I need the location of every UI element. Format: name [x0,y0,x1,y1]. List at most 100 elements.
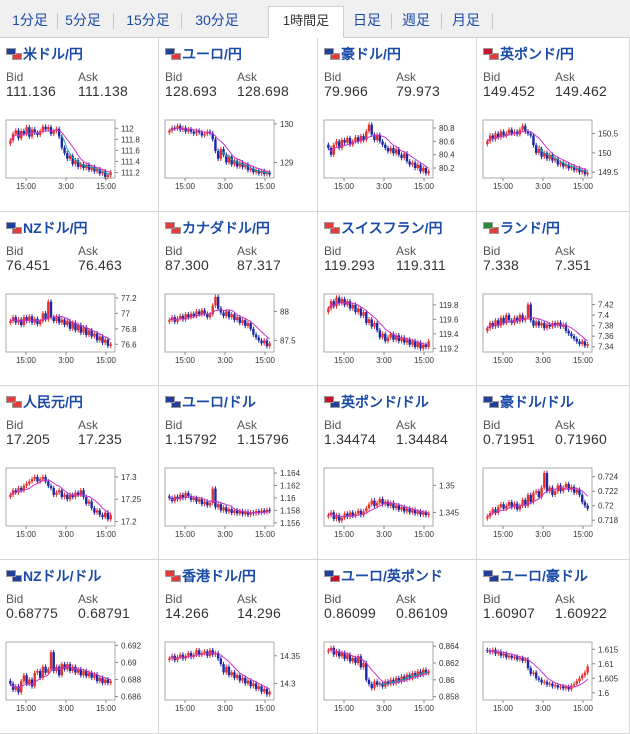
candle-body [44,313,47,320]
candle-body [343,140,346,143]
price-chart[interactable]: 14.35 14.3 15:00 3:00 15:00 [159,638,311,712]
price-chart[interactable]: 1.164 1.162 1.16 1.158 1.156 15:00 3:00 15:00 [159,464,311,538]
pair-title-link[interactable]: 豪ドル/ドル [483,392,574,410]
candle-body [496,651,500,654]
price-chart[interactable]: 7.427.4 7.387.36 7.34 15:00 3:00 15:00 [477,290,629,364]
price-chart[interactable]: 1.615 1.61 1.605 1.6 15:00 3:00 15:00 [477,638,629,712]
bid-label: Bid [165,244,183,258]
pair-title-link[interactable]: ユーロ/豪ドル [483,566,588,584]
candle-body [586,505,589,509]
pair-title-link[interactable]: 米ドル/円 [6,44,83,62]
pair-title-link[interactable]: カナダドル/円 [165,218,270,236]
tab-1hour[interactable]: 1時間足 [268,6,344,38]
pair-title-link[interactable]: スイスフラン/円 [324,218,442,236]
tab-weekly[interactable]: 週足 [402,12,430,28]
candle-body [192,497,195,500]
price-chart[interactable]: 77.2 77 76.8 76.6 15:00 3:00 15:00 [0,290,152,364]
tab-separator [113,13,114,29]
y-tick-label: 1.16 [280,494,296,503]
pair-title-link[interactable]: NZドル/円 [6,218,88,236]
candle-body [82,327,85,333]
tab-1min[interactable]: 1分足 [12,12,48,28]
price-chart[interactable]: 0.724 0.722 0.72 0.718 15:00 3:00 15:00 [477,464,629,538]
price-chart[interactable]: 17.3 17.25 17.2 15:00 3:00 15:00 [0,464,152,538]
candle-body [375,134,379,140]
candle-body [494,320,497,327]
pair-title-link[interactable]: 英ポンド/円 [483,44,574,62]
price-chart[interactable]: 0.692 0.69 0.688 0.686 15:00 3:00 15:00 [0,638,152,712]
candle-body [408,508,411,513]
bid-value: 1.60907 [483,605,536,621]
tab-30min[interactable]: 30分足 [195,12,239,28]
candle-body [109,172,112,176]
candle-body [351,512,354,516]
candle-body [244,511,247,515]
pair-title-link[interactable]: ランド/円 [483,218,560,236]
x-tick-label: 15:00 [573,704,594,712]
pair-title-link[interactable]: 豪ドル/円 [324,44,401,62]
price-chart[interactable]: 0.864 0.862 0.86 0.858 15:00 3:00 15:00 [318,638,470,712]
candle-body [244,677,247,684]
pair-title-link[interactable]: 英ポンド/ドル [324,392,429,410]
candle-body [381,498,384,505]
candle-body [359,510,363,516]
price-chart[interactable]: 112 111.8 111.6 111.4 111.2 15:00 3:00 15:00 [0,116,152,190]
candle-body [68,321,72,329]
plot-frame [164,293,275,353]
candle-body [422,168,425,172]
tab-daily[interactable]: 日足 [353,12,381,28]
candle-body [219,308,223,313]
bid-label: Bid [324,70,342,84]
candle-body [106,175,110,177]
price-chart[interactable]: 1.35 1.345 15:00 3:00 15:00 [318,464,470,538]
moving-average-line [169,309,270,340]
ask-value: 0.68791 [78,605,131,621]
candle-body [403,153,406,158]
candle-body [203,133,206,136]
price-chart[interactable]: 119.8 119.6 119.4 119.2 15:00 3:00 15:00 [318,290,470,364]
tab-5min[interactable]: 5分足 [65,12,101,28]
candle-body [424,669,428,674]
candle-body [327,515,330,517]
pair-title-link[interactable]: ユーロ/英ポンド [324,566,443,584]
candle-body [359,136,363,142]
candle-body [238,675,242,681]
candle-body [505,505,508,509]
candle-body [203,651,206,654]
candle-body [249,680,252,687]
currency-pair-card: NZドル/円 Bid Ask 76.451 76.463 77.2 77 76.8 76.6 15… [0,212,159,386]
candle-body [367,124,371,132]
candle-body [540,323,543,326]
pair-title-link[interactable]: NZドル/ドル [6,566,102,584]
candle-body [106,512,110,520]
candle-body [17,319,20,323]
price-chart[interactable]: 150.5 150 149.5 15:00 3:00 15:00 [477,116,629,190]
pair-title-link[interactable]: ユーロ/円 [165,44,242,62]
ask-value: 128.698 [237,83,290,99]
candle-body [225,311,228,317]
candle-body [529,304,532,321]
bid-value: 128.693 [165,83,218,99]
price-chart[interactable]: 88 87.5 15:00 3:00 15:00 [159,290,311,364]
pair-title-link[interactable]: 人民元/円 [6,392,83,410]
bid-value: 17.205 [6,431,51,447]
price-chart[interactable]: 130 129 15:00 3:00 15:00 [159,116,311,190]
price-chart[interactable]: 80.8 80.6 80.4 80.2 15:00 3:00 15:00 [318,116,470,190]
pair-title-link[interactable]: 香港ドル/円 [165,566,256,584]
y-tick-label: 129 [280,159,294,168]
candle-body [87,330,91,335]
tab-15min[interactable]: 15分足 [126,12,170,28]
tab-monthly[interactable]: 月足 [452,12,480,28]
candle-body [384,333,387,342]
pair-title-link[interactable]: ユーロ/ドル [165,392,256,410]
candle-body [44,126,47,130]
ask-value: 17.235 [78,431,123,447]
candle-body [424,512,428,516]
candle-body [583,502,587,506]
moving-average-line [10,665,111,689]
moving-average-line [10,479,111,515]
candle-body [71,155,74,165]
moving-average-line [487,317,588,342]
candle-body [362,312,365,316]
candle-body [351,304,354,309]
